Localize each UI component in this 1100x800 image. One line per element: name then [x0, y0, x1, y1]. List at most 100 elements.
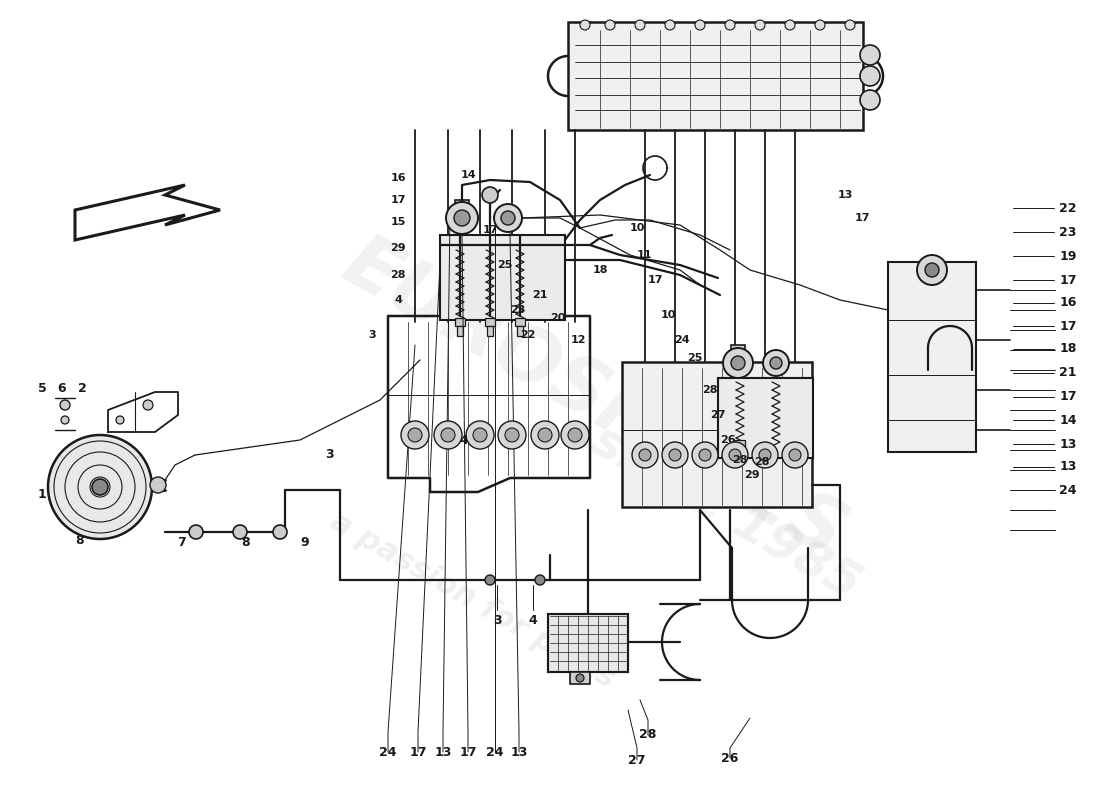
Text: 13: 13	[510, 746, 528, 758]
Circle shape	[150, 477, 166, 493]
Circle shape	[666, 20, 675, 30]
Text: 16: 16	[390, 173, 406, 183]
Text: 27: 27	[711, 410, 726, 420]
Bar	[515, 318, 525, 326]
Circle shape	[723, 348, 754, 378]
Text: 22: 22	[1059, 202, 1077, 214]
Text: 14: 14	[460, 170, 476, 180]
Circle shape	[538, 428, 552, 442]
Circle shape	[116, 416, 124, 424]
Circle shape	[639, 449, 651, 461]
Circle shape	[770, 357, 782, 369]
Circle shape	[925, 263, 939, 277]
Circle shape	[92, 479, 108, 495]
Circle shape	[535, 575, 544, 585]
Text: 14: 14	[1059, 414, 1077, 426]
Circle shape	[568, 428, 582, 442]
Circle shape	[233, 525, 248, 539]
Bar	[548, 614, 628, 672]
Circle shape	[446, 202, 478, 234]
Text: 6: 6	[57, 382, 66, 394]
Text: 24: 24	[674, 335, 690, 345]
Circle shape	[695, 20, 705, 30]
Bar	[455, 200, 469, 218]
Circle shape	[441, 428, 455, 442]
Circle shape	[725, 20, 735, 30]
Circle shape	[860, 66, 880, 86]
Text: 28: 28	[639, 729, 657, 742]
Text: 13: 13	[837, 190, 852, 200]
Circle shape	[48, 435, 152, 539]
Text: 1: 1	[37, 489, 46, 502]
Text: since 1985: since 1985	[583, 416, 869, 608]
Text: 4: 4	[394, 295, 402, 305]
Text: 17: 17	[855, 213, 870, 223]
Text: 28: 28	[702, 385, 717, 395]
Text: 29: 29	[390, 243, 406, 253]
Circle shape	[500, 211, 515, 225]
Bar	[888, 262, 976, 452]
Text: 25: 25	[497, 260, 513, 270]
Circle shape	[408, 428, 422, 442]
Circle shape	[531, 421, 559, 449]
Bar	[440, 235, 565, 320]
Circle shape	[763, 350, 789, 376]
Circle shape	[273, 525, 287, 539]
Circle shape	[732, 356, 745, 370]
Text: 17: 17	[647, 275, 662, 285]
Bar	[487, 326, 493, 336]
Bar	[455, 318, 465, 326]
Bar	[485, 318, 495, 326]
Text: 18: 18	[592, 265, 607, 275]
Text: 28: 28	[755, 457, 770, 467]
Circle shape	[860, 45, 880, 65]
Text: 17: 17	[482, 225, 497, 235]
Circle shape	[662, 442, 688, 468]
Circle shape	[143, 400, 153, 410]
Text: 21: 21	[532, 290, 548, 300]
Circle shape	[635, 20, 645, 30]
Bar	[737, 448, 742, 458]
Text: 29: 29	[745, 470, 760, 480]
Text: 23: 23	[1059, 226, 1077, 238]
Text: 13: 13	[1059, 438, 1077, 450]
Circle shape	[845, 20, 855, 30]
Circle shape	[632, 442, 658, 468]
Text: 17: 17	[1059, 390, 1077, 403]
Circle shape	[561, 421, 588, 449]
Circle shape	[498, 421, 526, 449]
Text: 17: 17	[409, 746, 427, 758]
Text: 24: 24	[486, 746, 504, 758]
Text: 22: 22	[520, 330, 536, 340]
Bar	[548, 614, 628, 672]
Text: 8: 8	[76, 534, 85, 546]
Text: 25: 25	[688, 353, 703, 363]
Text: 24: 24	[1059, 483, 1077, 497]
Text: 28: 28	[390, 270, 406, 280]
Bar	[732, 345, 745, 363]
Text: 19: 19	[1059, 250, 1077, 262]
Text: 3: 3	[326, 449, 334, 462]
Circle shape	[505, 428, 519, 442]
Text: 12: 12	[570, 335, 585, 345]
Circle shape	[494, 204, 522, 232]
Text: 2: 2	[78, 382, 87, 394]
Circle shape	[755, 20, 764, 30]
Text: 28: 28	[733, 455, 748, 465]
Circle shape	[605, 20, 615, 30]
Circle shape	[752, 442, 778, 468]
Circle shape	[473, 428, 487, 442]
Circle shape	[917, 255, 947, 285]
Text: 17: 17	[1059, 319, 1077, 333]
Circle shape	[698, 449, 711, 461]
Text: 23: 23	[510, 305, 526, 315]
Text: 24: 24	[379, 746, 397, 758]
Text: 20: 20	[550, 313, 565, 323]
Text: 26: 26	[722, 751, 739, 765]
Circle shape	[402, 421, 429, 449]
Text: 11: 11	[636, 250, 651, 260]
Bar	[517, 326, 522, 336]
Text: 4: 4	[529, 614, 538, 626]
Text: 8: 8	[242, 537, 251, 550]
Circle shape	[485, 575, 495, 585]
